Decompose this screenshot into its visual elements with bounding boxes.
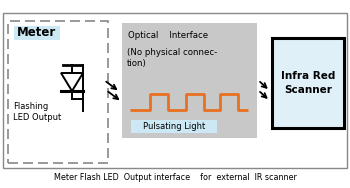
- Bar: [122, 23, 257, 138]
- Text: Meter: Meter: [18, 26, 57, 39]
- Text: Infra Red
Scanner: Infra Red Scanner: [281, 71, 335, 95]
- Bar: [272, 38, 344, 128]
- Bar: [131, 120, 217, 133]
- Text: (No physical connec-
tion): (No physical connec- tion): [127, 48, 217, 68]
- Text: Flashing
LED Output: Flashing LED Output: [13, 102, 61, 122]
- Text: Pulsating Light: Pulsating Light: [143, 122, 205, 131]
- Bar: [3, 13, 347, 168]
- Bar: [8, 21, 108, 163]
- Bar: [14, 26, 60, 40]
- Text: Meter Flash LED  Output interface    for  external  IR scanner: Meter Flash LED Output interface for ext…: [54, 173, 296, 181]
- Bar: [272, 38, 344, 128]
- Text: Optical    Interface: Optical Interface: [128, 30, 208, 39]
